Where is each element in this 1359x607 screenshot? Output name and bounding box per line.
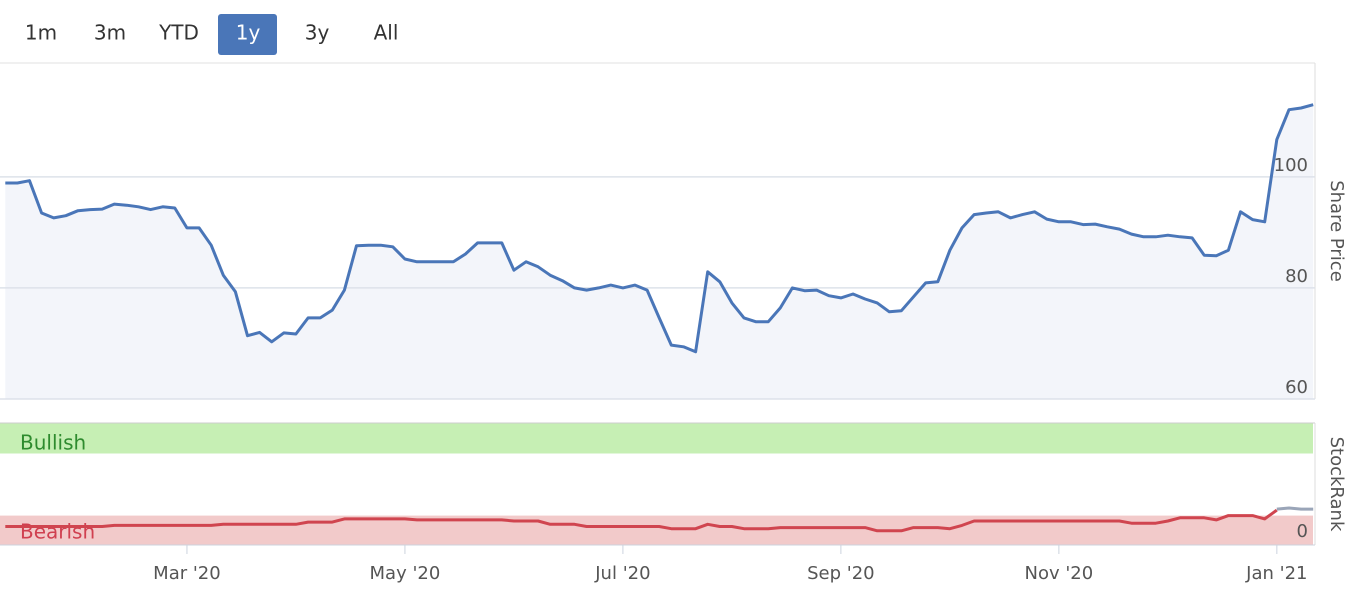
band-label: Bearish xyxy=(20,520,95,544)
x-tick-label: Jul '20 xyxy=(594,563,650,584)
chart-panel: 60 80 100 Share Price xyxy=(0,62,1347,400)
range-button[interactable]: YTD xyxy=(158,21,199,45)
series-area xyxy=(5,104,1314,399)
range-selector: 1m 3m YTD 1y 3y All xyxy=(25,14,399,55)
x-tick-label: Sep '20 xyxy=(807,563,875,584)
range-button-label: 3m xyxy=(94,21,126,45)
range-button[interactable]: 1m xyxy=(25,21,57,45)
series-line xyxy=(5,508,1278,533)
range-button-label: YTD xyxy=(158,21,199,45)
range-button[interactable]: All xyxy=(374,21,399,45)
range-button-label: 1m xyxy=(25,21,57,45)
range-button-label: 1y xyxy=(236,21,261,45)
y-tick-label: 60 xyxy=(1285,377,1308,398)
chart-panel: Bullish Bearish 0 StockRank Mar '20 May '20 Ju… xyxy=(0,422,1347,584)
y-axis-label: StockRank xyxy=(1326,437,1347,532)
range-button[interactable]: 3m xyxy=(94,21,126,45)
range-button-label: 3y xyxy=(305,21,330,45)
x-tick-label: Nov '20 xyxy=(1025,563,1094,584)
band xyxy=(0,423,1313,454)
y-tick-label: 0 xyxy=(1297,521,1308,542)
range-button[interactable]: 3y xyxy=(305,21,330,45)
x-tick-label: Jan '21 xyxy=(1245,563,1307,584)
range-button-bg xyxy=(218,14,277,55)
chart-panels: 60 80 100 Share Price Bullish Bearish 0 StockRa… xyxy=(0,62,1347,584)
y-axis-label: Share Price xyxy=(1326,180,1347,282)
range-button-label: All xyxy=(374,21,399,45)
x-tick-label: Mar '20 xyxy=(153,563,221,584)
series-line xyxy=(5,103,1314,354)
y-tick-label: 100 xyxy=(1274,155,1308,176)
band-label: Bullish xyxy=(20,431,86,455)
y-tick-label: 80 xyxy=(1285,266,1308,287)
series-line xyxy=(1276,506,1314,511)
x-tick-label: May '20 xyxy=(370,563,441,584)
range-button[interactable]: 1y xyxy=(218,14,277,55)
